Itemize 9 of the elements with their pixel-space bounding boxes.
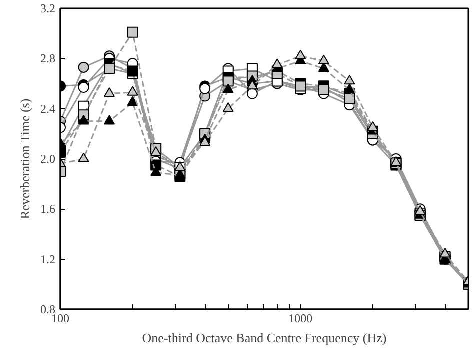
y-tick-label: 3.2 <box>40 2 56 16</box>
y-tick-label: 1.2 <box>40 252 56 266</box>
y-axis-title: Reverberation Time (s) <box>18 98 32 220</box>
y-tick-label: 1.6 <box>40 202 56 216</box>
y-tick-label: 2.4 <box>40 102 56 116</box>
x-axis-title: One-third Octave Band Centre Frequency (Hz) <box>142 330 387 346</box>
x-tick-label: 1000 <box>288 312 313 326</box>
y-tick-label: 2.8 <box>40 52 56 66</box>
y-tick-label: 2.0 <box>40 152 56 166</box>
